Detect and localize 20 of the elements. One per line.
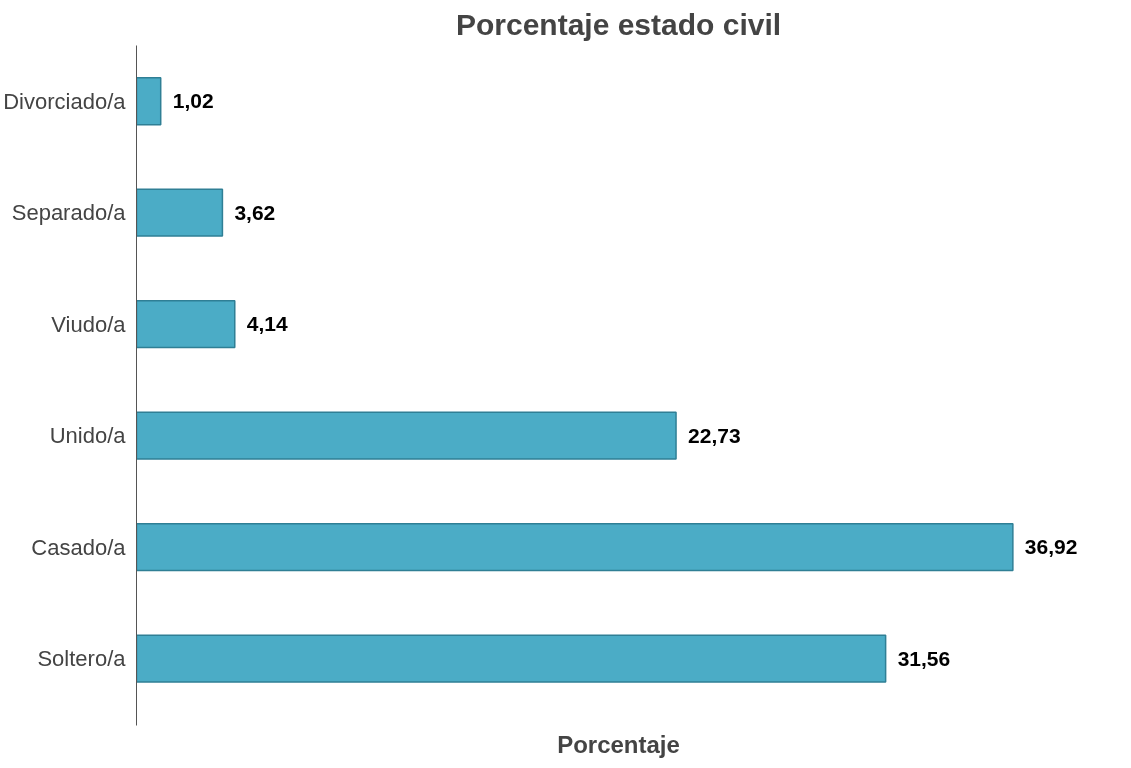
data-label: 36,92 bbox=[1024, 535, 1078, 559]
bar bbox=[136, 522, 1014, 572]
bar bbox=[136, 77, 162, 126]
bar bbox=[136, 300, 236, 349]
y-tick-label: Divorciado/a bbox=[3, 88, 127, 114]
data-label: 3,62 bbox=[234, 200, 276, 224]
y-tick-label: Unido/a bbox=[49, 423, 127, 449]
bar bbox=[136, 411, 677, 460]
x-axis-title: Porcentaje bbox=[557, 730, 680, 758]
bar bbox=[136, 188, 224, 237]
data-label: 22,73 bbox=[688, 423, 741, 447]
y-tick-label: Separado/a bbox=[11, 200, 127, 226]
data-label: 1,02 bbox=[172, 89, 214, 113]
y-tick-label: Viudo/a bbox=[51, 311, 127, 337]
data-label: 4,14 bbox=[246, 312, 288, 336]
chart-title: Porcentaje estado civil bbox=[455, 7, 782, 41]
y-tick-label: Casado/a bbox=[31, 534, 127, 560]
y-tick-label: Soltero/a bbox=[37, 646, 127, 672]
data-label: 31,56 bbox=[897, 646, 951, 670]
bar bbox=[136, 634, 887, 683]
